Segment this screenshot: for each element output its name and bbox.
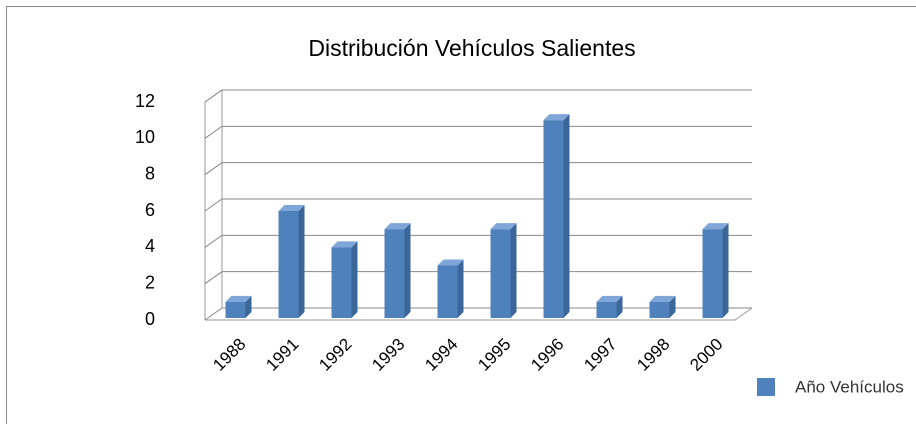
grid-line bbox=[204, 89, 752, 103]
bar-top bbox=[596, 295, 623, 302]
bar-front bbox=[225, 301, 246, 318]
bar bbox=[596, 295, 623, 318]
bar bbox=[278, 205, 305, 318]
grid-line bbox=[204, 307, 752, 321]
bar-front bbox=[543, 120, 564, 319]
chart-title: Distribución Vehículos Salientes bbox=[308, 35, 635, 61]
bar bbox=[225, 295, 252, 318]
bar-side bbox=[298, 205, 305, 318]
bar-top bbox=[278, 205, 305, 211]
bar-front bbox=[649, 301, 670, 318]
y-tick-label: 10 bbox=[135, 127, 155, 147]
bar bbox=[437, 259, 464, 318]
bar-top bbox=[702, 223, 729, 230]
chart-border bbox=[6, 6, 916, 424]
bar-side bbox=[669, 295, 676, 318]
bar-top bbox=[490, 223, 517, 230]
grid-line bbox=[204, 125, 752, 139]
bar-side bbox=[245, 295, 252, 318]
bar-front bbox=[702, 229, 723, 318]
y-tick-label: 8 bbox=[145, 163, 155, 183]
bar-front bbox=[596, 301, 617, 318]
bar-front bbox=[278, 211, 299, 318]
bar-front bbox=[437, 265, 458, 318]
grid-line bbox=[204, 198, 752, 212]
bar bbox=[384, 223, 411, 318]
y-tick-label: 4 bbox=[145, 236, 155, 256]
legend-label: Año Vehículos bbox=[795, 377, 904, 396]
bar-front bbox=[331, 247, 352, 318]
y-tick-label: 12 bbox=[135, 91, 155, 111]
y-tick-label: 6 bbox=[145, 200, 155, 220]
bar-top bbox=[384, 223, 411, 230]
bar-top bbox=[331, 241, 358, 248]
bar-top bbox=[225, 295, 252, 302]
bar-side bbox=[616, 295, 623, 318]
bar bbox=[543, 114, 570, 319]
bar-side bbox=[510, 223, 517, 318]
bar-side bbox=[404, 223, 411, 318]
bar-side bbox=[457, 259, 464, 318]
bar-side bbox=[351, 241, 358, 318]
y-tick-label: 2 bbox=[145, 272, 155, 292]
y-tick-label: 0 bbox=[145, 309, 155, 329]
floor bbox=[205, 307, 753, 321]
bar-front bbox=[490, 229, 511, 318]
bar-side bbox=[563, 114, 570, 319]
bar bbox=[490, 223, 517, 318]
bar-top bbox=[649, 295, 676, 302]
bar-top bbox=[543, 114, 570, 121]
bar-side bbox=[722, 223, 729, 318]
grid-line bbox=[204, 162, 752, 176]
bar bbox=[331, 241, 358, 318]
bar-top bbox=[437, 259, 464, 266]
grid-line bbox=[204, 234, 752, 248]
bar bbox=[702, 223, 729, 318]
bar bbox=[649, 295, 676, 318]
grid-line bbox=[204, 271, 752, 285]
bar-front bbox=[384, 229, 405, 318]
legend-swatch bbox=[757, 378, 775, 396]
